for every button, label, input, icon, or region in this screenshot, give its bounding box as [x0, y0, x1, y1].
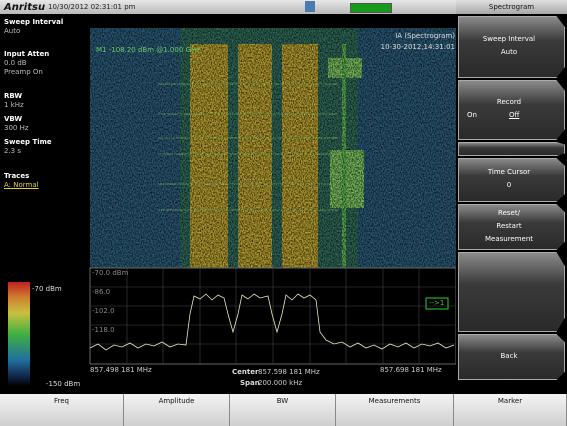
setting-value: 0.0 dB [4, 59, 27, 67]
setting-label: Sweep Interval [4, 18, 64, 26]
setting-value: 300 Hz [4, 124, 29, 132]
marker-box-label: -->1 [429, 299, 445, 307]
setting-label: Traces [4, 172, 30, 180]
setting-value: Preamp On [4, 68, 43, 76]
softkey-text: 0 [506, 181, 512, 189]
trace-label: -70.0 dBm [92, 269, 129, 277]
logo: Anritsu [4, 2, 46, 13]
softkey[interactable]: Time Cursor 0 [458, 158, 565, 202]
trace-label: -118.0 [92, 326, 115, 334]
softkey-text: Restart [496, 221, 522, 230]
trace-grid [90, 268, 456, 364]
tab[interactable]: Freq [0, 394, 124, 426]
setting-value: Auto [4, 27, 21, 35]
setting-value: 2.3 s [4, 147, 22, 155]
center-freq: 857.598 181 MHz [258, 368, 320, 376]
spectrogram-noise [90, 28, 456, 268]
marker-box [425, 297, 449, 310]
softkey-text: Sweep Interval [482, 35, 536, 43]
softkey[interactable]: Back [458, 334, 565, 380]
scale-top: -70 dBm [32, 285, 62, 293]
menu-title-bar [456, 0, 567, 14]
softkey-text: Record [496, 98, 522, 106]
setting-label: VBW [4, 115, 23, 123]
tab[interactable]: Marker [454, 394, 567, 426]
setting-label: Sweep Time [4, 138, 52, 146]
tab[interactable]: Measurements [336, 394, 454, 426]
softkey-option: Off [509, 111, 520, 119]
softkey-text: Measurement [484, 234, 534, 243]
timestamp: 10-30-2012,14:31:01 [380, 43, 455, 51]
span-value: 200.000 kHz [258, 379, 303, 387]
stop-freq: 857.698 181 MHz [380, 366, 442, 374]
softkey-text: Reset/ [498, 208, 520, 217]
softkey[interactable]: Record On Off [458, 80, 565, 140]
softkey-text: Auto [500, 48, 518, 56]
softkey-option: On [467, 111, 477, 119]
scale-bottom: -150 dBm [46, 380, 81, 388]
center-label: Center [232, 368, 259, 376]
softkey[interactable]: Sweep Interval Auto [458, 16, 565, 78]
softkey[interactable]: Reset/Restart Measurement [458, 204, 565, 250]
setting-label: RBW [4, 92, 23, 100]
softkey-text: Back [500, 351, 518, 360]
trace [89, 293, 455, 351]
tab[interactable]: Amplitude [124, 394, 230, 426]
color-scale-bar [8, 282, 30, 386]
setting-label: Input Atten [4, 50, 50, 58]
battery [350, 3, 392, 13]
softkey-empty [458, 142, 565, 156]
setting-value: 1 kHz [4, 101, 24, 109]
datetime: 10/30/2012 02:31:01 pm [48, 3, 136, 11]
setting-value: A: Normal [4, 181, 39, 189]
display [89, 28, 456, 365]
start-freq: 857.498 181 MHz [90, 366, 152, 374]
save-icon [305, 1, 315, 12]
trace-label: -102.0 [92, 307, 115, 315]
tab[interactable]: BW [230, 394, 336, 426]
mode: IA (Spectrogram) [395, 32, 455, 40]
softkey-text: Time Cursor [487, 168, 531, 176]
status-bar [0, 0, 456, 14]
marker-readout: M1 -108.20 dBm @1.000 GHz [96, 46, 200, 54]
softkey-empty [458, 252, 565, 332]
menu-title: Spectrogram [488, 3, 535, 11]
trace-label: -86.0 [92, 288, 111, 296]
span-label: Span [240, 379, 260, 387]
